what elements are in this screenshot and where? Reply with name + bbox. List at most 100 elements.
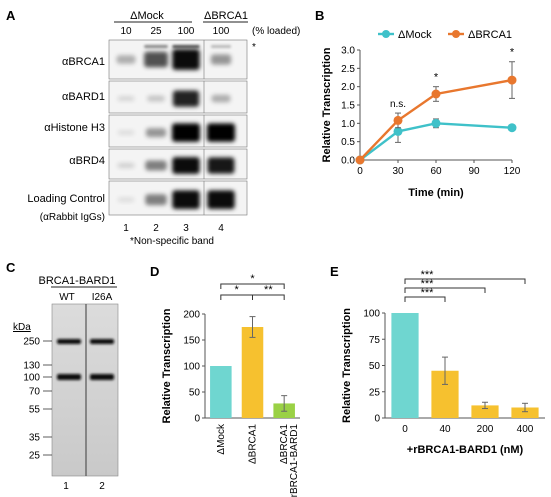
e-category-label-3: 400 xyxy=(517,424,534,435)
e-bar-3 xyxy=(511,407,539,418)
panel-label-e: E xyxy=(330,264,339,279)
b-legend-marker-1 xyxy=(452,30,460,38)
e-sig-text-0: *** xyxy=(421,287,435,299)
blot-band-r2-l1 xyxy=(145,128,167,138)
gel-marker-25: 25 xyxy=(29,451,41,462)
gel-marker-70: 70 xyxy=(29,387,41,398)
loaded-percent-labels: 10 25 100 100 xyxy=(120,26,229,37)
loaded-unit: (% loaded) xyxy=(252,26,300,37)
blot-band-r4-l0 xyxy=(117,197,135,203)
e-sig-text-1: *** xyxy=(421,278,435,290)
blot-row-label-2: αHistone H3 xyxy=(44,122,105,134)
group-label-brca1: ΔBRCA1 xyxy=(204,10,248,22)
b-y-label: Relative Transcription xyxy=(321,47,333,162)
footnote: *Non-specific band xyxy=(130,236,214,247)
e-y-label: Relative Transcription xyxy=(341,308,353,423)
b-series-line-0 xyxy=(359,122,513,161)
e-sig-bracket-2 xyxy=(404,278,526,284)
e-category-label-1: 40 xyxy=(439,424,451,435)
e-ytick-label-25: 25 xyxy=(369,387,381,398)
b-x-label: Time (min) xyxy=(408,187,464,199)
gel-bands xyxy=(57,339,114,380)
e-category-label-2: 200 xyxy=(477,424,494,435)
b-xtick-label-90: 90 xyxy=(468,166,480,177)
gel-marker-100: 100 xyxy=(23,373,40,384)
panel-label-c: C xyxy=(6,260,16,275)
gel-marker-55: 55 xyxy=(29,405,41,416)
blot-band-r4-l1 xyxy=(145,194,167,206)
gel-band-brca1-lane-1 xyxy=(57,339,81,344)
blot-nonspecific-band-l2 xyxy=(172,45,200,48)
group-label-mock: ΔMock xyxy=(130,10,164,22)
b-ytick-label-0.5: 0.5 xyxy=(341,137,355,148)
kda-label: kDa xyxy=(13,322,31,333)
b-ytick-label-2.5: 2.5 xyxy=(341,64,355,75)
b-xtick-label-120: 120 xyxy=(504,166,521,177)
d-sig-bracket-2 xyxy=(220,283,285,289)
gel-marker-130: 130 xyxy=(23,361,40,372)
blot-lane-3: 4 xyxy=(218,223,224,234)
panel-e: E 0 25 50 75 100 Relative Transcription 0 40 200… xyxy=(330,264,545,456)
gel-lane-number-1: 1 xyxy=(63,481,69,492)
panel-label-b: B xyxy=(315,8,324,23)
gel-band-bard1-lane-1 xyxy=(57,374,81,380)
loading-control-sub: (αRabbit IgGs) xyxy=(40,212,105,223)
blot-band-r2-l2 xyxy=(172,123,200,142)
western-blots xyxy=(108,39,248,216)
blot-nonspecific-band-l3 xyxy=(210,45,232,48)
loaded-col-2: 100 xyxy=(178,26,195,37)
gel-marker-250: 250 xyxy=(23,337,40,348)
panel-label-a: A xyxy=(6,8,16,23)
panel-a: A ΔMock ΔBRCA1 10 25 100 100 (% loaded) * α… xyxy=(6,8,300,247)
gel-lane-i26a: I26A xyxy=(92,292,113,303)
b-series-line-1 xyxy=(359,78,513,161)
loaded-col-1: 25 xyxy=(150,26,162,37)
d-category-label-0: ΔMock xyxy=(216,423,227,455)
e-bar-2 xyxy=(471,405,499,418)
b-annotation-0: n.s. xyxy=(390,99,406,110)
b-point-0-1 xyxy=(393,126,403,136)
gel-band-bard1-lane-2 xyxy=(90,374,114,380)
blot-band-r1-l1 xyxy=(147,95,165,102)
b-ytick-label-1.5: 1.5 xyxy=(341,101,355,112)
e-category-label-0: 0 xyxy=(402,424,408,435)
blot-nonspecific-band-l1 xyxy=(144,45,168,48)
blot-row-label-1: αBARD1 xyxy=(62,91,105,103)
b-legend-label-1: ΔBRCA1 xyxy=(468,29,512,41)
b-point-0-2 xyxy=(431,118,441,128)
blot-band-r3-l2 xyxy=(172,157,200,174)
blot-band-r0-l1 xyxy=(144,51,168,68)
d-bar-1 xyxy=(241,327,264,418)
blot-lane-2: 3 xyxy=(183,223,189,234)
e-sig-bracket-1 xyxy=(404,287,486,293)
e-x-label: +rBRCA1-BARD1 (nM) xyxy=(407,444,524,456)
lane-numbers: 1 2 3 4 xyxy=(123,223,224,234)
d-category-label-1: ΔBRCA1 xyxy=(248,424,259,464)
blot-band-r2-l0 xyxy=(117,130,135,135)
blot-band-r4-l3 xyxy=(207,190,235,209)
b-xtick-label-0: 0 xyxy=(357,166,363,177)
b-ytick-label-2: 2.0 xyxy=(341,82,355,93)
gel-title: BRCA1-BARD1 xyxy=(38,275,115,287)
blot-band-r1-l2 xyxy=(172,90,200,107)
e-sig-bracket-0 xyxy=(404,296,446,302)
b-point-1-0 xyxy=(355,155,365,165)
d-sig-bracket-1 xyxy=(252,294,285,300)
d-ytick-label-100: 100 xyxy=(183,362,200,373)
d-sig-text-0: * xyxy=(235,284,240,296)
b-xtick-label-30: 30 xyxy=(392,166,404,177)
blot-row-label-0: αBRCA1 xyxy=(62,56,105,68)
e-ytick-label-0: 0 xyxy=(374,414,380,425)
blot-row-label-3: αBRD4 xyxy=(69,155,105,167)
blot-band-r0-l0 xyxy=(116,55,136,64)
d-category-line-2-0: ΔBRCA1 xyxy=(279,424,290,464)
d-category-label-2: ΔBRCA1+rBRCA1-BARD1 xyxy=(279,424,300,497)
blot-band-r3-l1 xyxy=(145,160,167,171)
b-ytick-label-0: 0.0 xyxy=(341,156,355,167)
b-xtick-label-60: 60 xyxy=(430,166,442,177)
chart-d: 0 50 100 150 200 Relative Transcription ΔMock Δ… xyxy=(161,273,300,497)
e-bar-0 xyxy=(391,313,419,418)
e-ytick-label-75: 75 xyxy=(369,335,381,346)
b-ytick-label-1: 1.0 xyxy=(341,119,355,130)
